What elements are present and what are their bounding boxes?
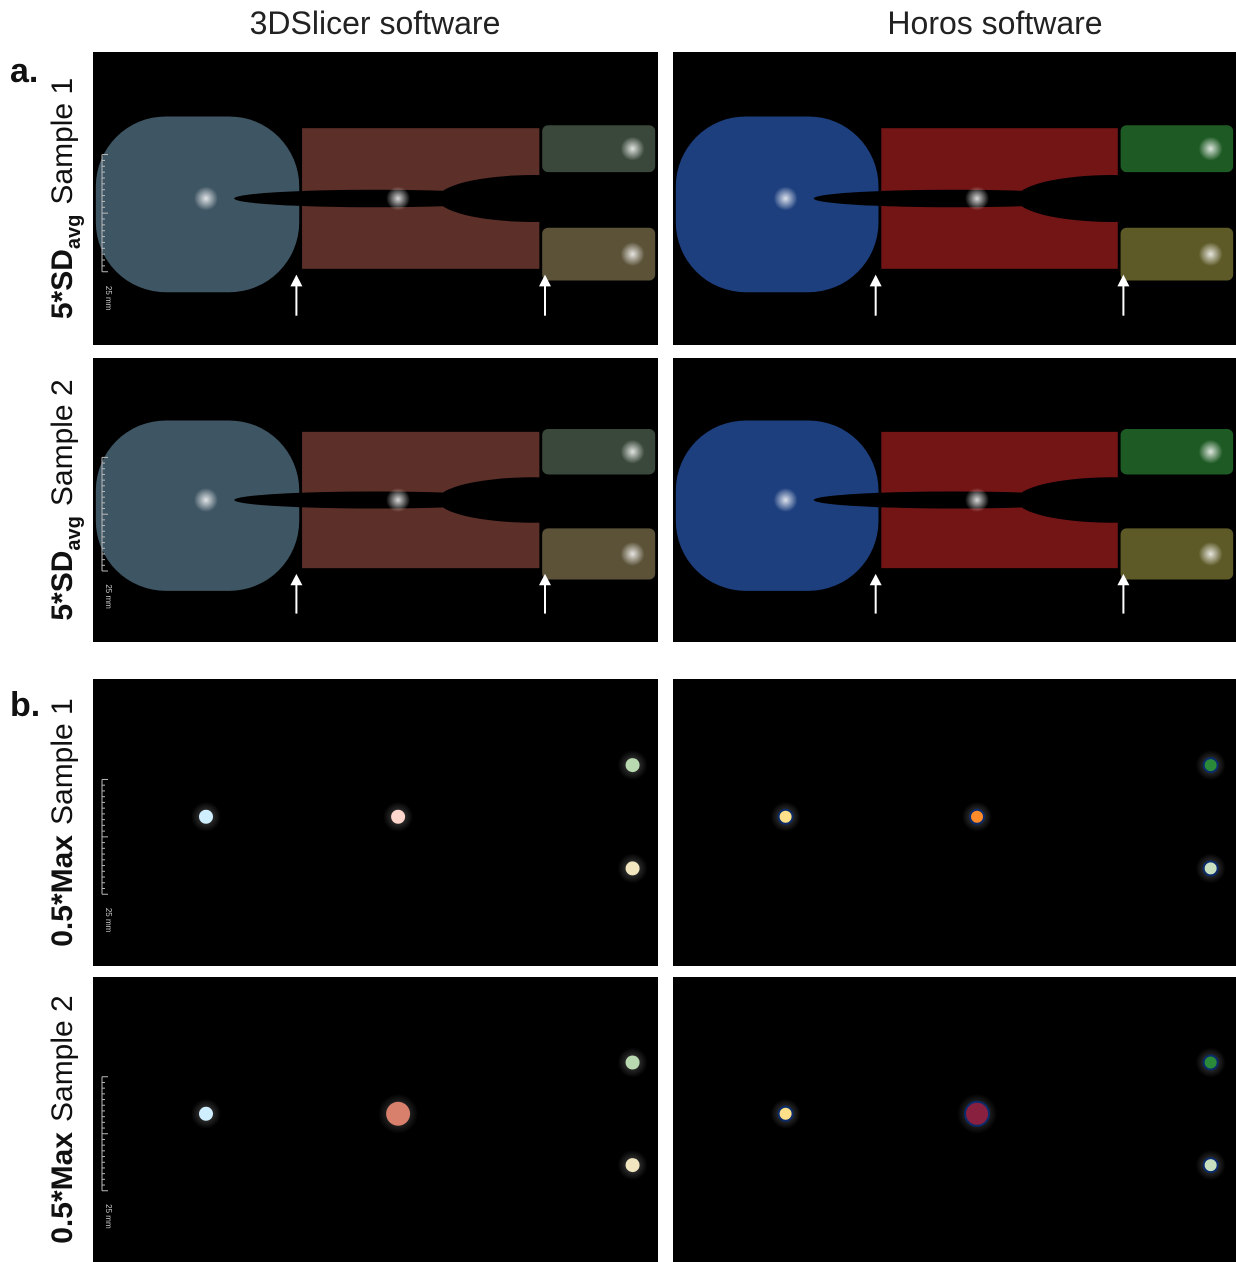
hot-spot (1199, 440, 1223, 464)
row-label-rest: Sample 1 (46, 78, 79, 205)
spot (1204, 1056, 1218, 1070)
spot (1204, 758, 1218, 772)
hot-spot (774, 187, 798, 211)
channel (1016, 477, 1207, 522)
hot-spot (965, 187, 989, 211)
spot (199, 810, 213, 824)
channel (1016, 175, 1207, 222)
spot (965, 1102, 989, 1126)
row-label-sub: avg (63, 215, 85, 249)
image-panel (93, 679, 658, 966)
row-label-rest: Sample 2 (46, 379, 79, 506)
channel (438, 477, 630, 522)
image-panel (673, 977, 1236, 1262)
figure: 3DSlicer software Horos software a. b. 5… (0, 0, 1236, 1262)
spot (199, 1107, 213, 1121)
spot (626, 1056, 640, 1070)
hot-spot (965, 488, 989, 512)
hot-spot (1199, 242, 1223, 266)
hot-spot (194, 488, 218, 512)
image-panel (93, 977, 658, 1262)
spot (970, 810, 984, 824)
hot-spot (774, 488, 798, 512)
hot-spot (621, 137, 645, 161)
hot-spot (1199, 542, 1223, 566)
row-label-bold: 0.5*Max (46, 835, 79, 947)
spot (1204, 1158, 1218, 1172)
scale-label: 25 mm (104, 1204, 113, 1229)
hot-spot (194, 187, 218, 211)
channel (438, 175, 630, 222)
row-label-rest: Sample 2 (46, 995, 79, 1122)
hot-spot (621, 242, 645, 266)
spot (779, 810, 793, 824)
row-label-rest: Sample 1 (46, 698, 79, 825)
spot (626, 861, 640, 875)
section-label: b. (10, 686, 40, 724)
row-label-bold: 5*SD (46, 249, 79, 319)
column-title: Horos software (887, 5, 1102, 41)
row-label-bold: 5*SD (46, 551, 79, 621)
hot-spot (621, 440, 645, 464)
spot (1204, 861, 1218, 875)
spot (626, 1158, 640, 1172)
spot (626, 758, 640, 772)
row-label: 5*SDavg Sample 1 (46, 78, 85, 319)
spot (779, 1107, 793, 1121)
hot-spot (386, 488, 410, 512)
row-label-sub: avg (63, 516, 85, 550)
spot (391, 810, 405, 824)
scale-label: 25 mm (104, 286, 113, 311)
hot-spot (386, 187, 410, 211)
row-label: 5*SDavg Sample 2 (46, 379, 85, 620)
row-label: 0.5*Max Sample 1 (46, 698, 79, 947)
scale-label: 25 mm (104, 908, 113, 933)
column-title: 3DSlicer software (250, 5, 501, 41)
spot (386, 1102, 410, 1126)
section-label: a. (10, 52, 38, 90)
row-label-bold: 0.5*Max (46, 1132, 79, 1244)
scale-label: 25 mm (104, 584, 113, 609)
hot-spot (621, 542, 645, 566)
hot-spot (1199, 137, 1223, 161)
image-panel (673, 679, 1236, 966)
row-label: 0.5*Max Sample 2 (46, 995, 79, 1244)
